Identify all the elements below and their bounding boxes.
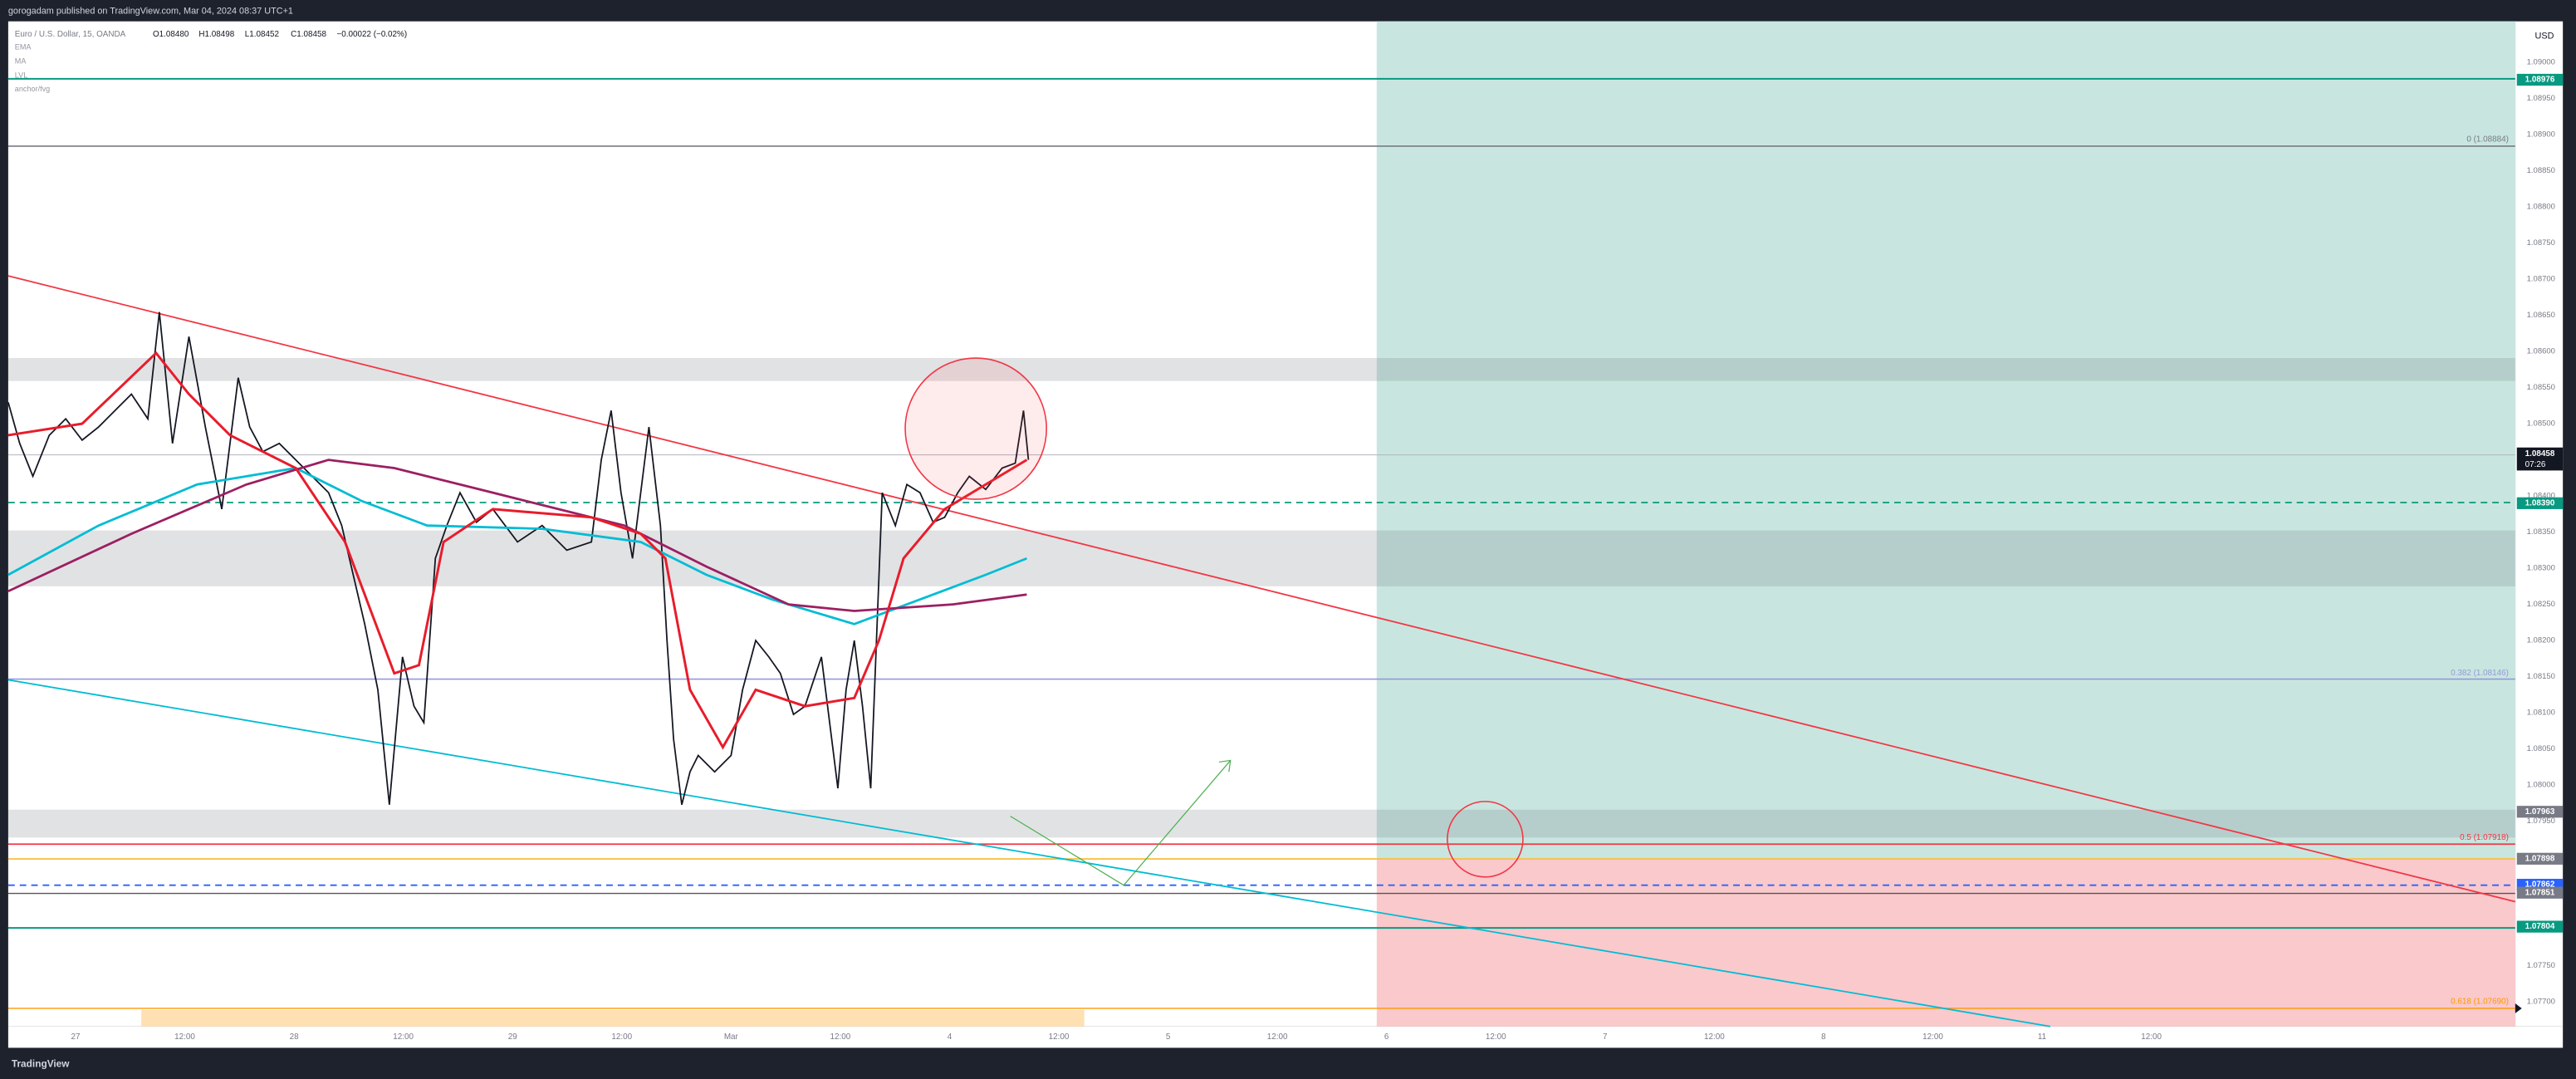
price-tick: 1.08350 (2527, 527, 2555, 537)
time-tick: 6 (1384, 1032, 1389, 1042)
price-tick: 1.08800 (2527, 203, 2555, 212)
price-tag: 1.07804 (2525, 922, 2555, 931)
price-tag-bg (2516, 852, 2564, 865)
time-tick: 4 (948, 1032, 953, 1042)
publisher: gorogadam published on TradingView.com, … (8, 7, 293, 17)
price-tag-bg (2516, 920, 2564, 933)
time-tick: 12:00 (1486, 1032, 1506, 1042)
projection-arrow (1010, 760, 1232, 886)
ohlc-low: L1.08452 (245, 30, 279, 39)
scroll-marker (2515, 1003, 2522, 1013)
time-tick: 12:00 (1922, 1032, 1943, 1042)
current-price: 1.08458 (2525, 449, 2555, 459)
time-tick: 7 (1603, 1032, 1608, 1042)
price-tick: 1.07700 (2527, 998, 2555, 1007)
fib-label: 0.618 (1.07690) (2451, 998, 2509, 1007)
trend-line (7, 679, 2051, 1028)
highlight-circle (904, 357, 1047, 500)
trend-line (7, 275, 2516, 903)
zone (7, 809, 2515, 838)
zone (7, 358, 2515, 381)
price-tag: 1.07963 (2525, 807, 2555, 817)
countdown: 07:26 (2525, 460, 2546, 469)
profit-zone (1376, 21, 2515, 860)
time-tick: 12:00 (2141, 1032, 2162, 1042)
price-tag: 1.07851 (2525, 888, 2555, 897)
price-tick: 1.08400 (2527, 492, 2555, 501)
time-tick: 12:00 (174, 1032, 195, 1042)
indicator: EMA (15, 43, 32, 51)
time-tick: 12:00 (830, 1032, 851, 1042)
price-tag-bg (2516, 806, 2564, 818)
price-tag-bg (2516, 73, 2564, 86)
price-tick: 1.08050 (2527, 744, 2555, 753)
price-tick: 1.08300 (2527, 564, 2555, 573)
ema (7, 351, 1028, 750)
time-tick: 12:00 (1704, 1032, 1725, 1042)
time-tick: 12:00 (611, 1032, 632, 1042)
loss-zone (1376, 859, 2515, 1027)
price-tick: 1.08100 (2527, 709, 2555, 718)
time-tick: 27 (71, 1032, 81, 1042)
zone (7, 530, 2515, 586)
time-axis (7, 1026, 2564, 1048)
fib-label: 0 (1.08884) (2466, 135, 2509, 145)
price-tick: 1.08900 (2527, 130, 2555, 140)
ohlc-high: H1.08498 (198, 30, 234, 39)
price-tick: 1.08650 (2527, 311, 2555, 320)
time-tick: 29 (508, 1032, 517, 1042)
price-tag: 1.07898 (2525, 854, 2555, 863)
ohlc-close: C1.08458 (291, 30, 326, 39)
price-path (7, 311, 1030, 806)
moving-average (7, 459, 1027, 612)
price-tag: 1.07862 (2525, 880, 2555, 890)
time-tick: 8 (1821, 1032, 1826, 1042)
price-tag-bg (2516, 886, 2564, 899)
price-tag: 1.08976 (2525, 76, 2555, 85)
time-tick: 12:00 (393, 1032, 414, 1042)
footer-brand: TradingView (12, 1057, 70, 1069)
price-tick: 1.08600 (2527, 347, 2555, 356)
price-tick: 1.08150 (2527, 672, 2555, 681)
indicator: anchor/fvg (15, 85, 50, 93)
price-tag-bg (2516, 497, 2564, 509)
time-tick: 11 (2038, 1032, 2047, 1042)
price-tick: 1.08200 (2527, 636, 2555, 645)
time-tick: 5 (1166, 1032, 1171, 1042)
arrow-head (1218, 759, 1232, 772)
time-tick: 12:00 (1049, 1032, 1070, 1042)
indicator: LVL (15, 71, 27, 79)
price-tag: 1.08390 (2525, 498, 2555, 508)
symbol: Euro / U.S. Dollar, 15, OANDA (15, 30, 126, 39)
price-tick: 1.08850 (2527, 166, 2555, 175)
price-tick: 1.08700 (2527, 275, 2555, 284)
price-tick: 1.09000 (2527, 58, 2555, 67)
fib-label: 0.5 (1.07918) (2460, 833, 2509, 842)
current-price-bg (2516, 447, 2564, 471)
time-tick: 28 (290, 1032, 299, 1042)
session-band (141, 1009, 1085, 1027)
price-tick: 1.08500 (2527, 419, 2555, 429)
price-tick: 1.08550 (2527, 383, 2555, 392)
price-tick: 1.08950 (2527, 94, 2555, 103)
fib-label: 0.382 (1.08146) (2451, 669, 2509, 678)
indicator: MA (15, 57, 27, 66)
moving-average (7, 467, 1027, 625)
price-tick: 1.08250 (2527, 600, 2555, 609)
highlight-circle (1447, 801, 1524, 878)
time-tick: Mar (724, 1032, 739, 1042)
currency: USD (2535, 31, 2554, 41)
time-tick: 12:00 (1267, 1032, 1288, 1042)
ohlc-open: O1.08480 (153, 30, 189, 39)
price-tick: 1.08750 (2527, 238, 2555, 248)
price-tick: 1.07950 (2527, 817, 2555, 826)
price-tick: 1.07750 (2527, 961, 2555, 970)
price-tick: 1.08000 (2527, 781, 2555, 790)
ohlc-change: −0.00022 (−0.02%) (337, 30, 408, 39)
